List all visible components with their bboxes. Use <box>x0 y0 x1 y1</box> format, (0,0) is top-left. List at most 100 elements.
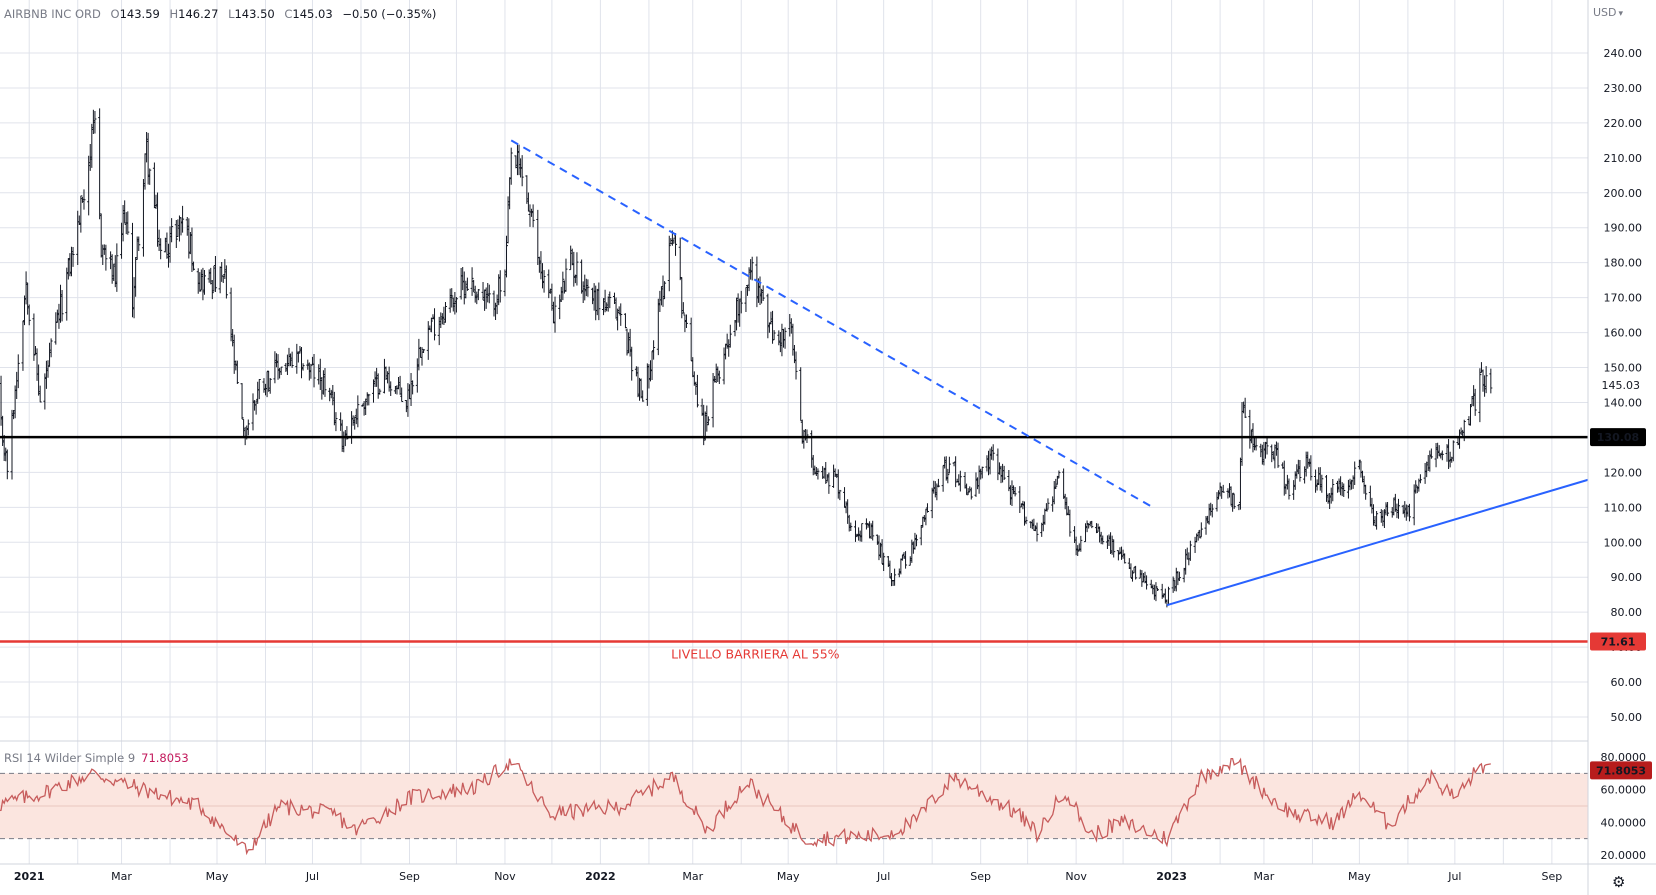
ohlc-bar <box>1024 516 1028 525</box>
rsi-name: RSI 14 Wilder Simple 9 <box>4 751 136 765</box>
ohlc-bar <box>1090 520 1094 529</box>
ohlc-bar <box>849 522 853 531</box>
ohlc-bar <box>498 270 502 303</box>
ohlc-bar <box>1331 478 1335 502</box>
ohlc-bar <box>60 289 64 322</box>
ohlc-bar <box>1342 483 1346 498</box>
price-tick-label: 220.00 <box>1604 117 1643 130</box>
ohlc-bar <box>991 444 995 461</box>
ohlc-bar <box>1154 582 1158 602</box>
ohlc-bar <box>115 243 119 292</box>
close-key: C <box>284 7 293 21</box>
ohlc-bar <box>761 285 765 302</box>
ohlc-bar <box>794 351 798 380</box>
ohlc-bar <box>652 340 656 360</box>
ohlc-bar <box>400 387 404 402</box>
rsi-legend: RSI 14 Wilder Simple 9 71.8053 <box>4 751 189 765</box>
ohlc-bar <box>1478 368 1482 423</box>
ohlc-bar <box>268 377 272 394</box>
ohlc-bar <box>1468 403 1472 426</box>
barrier-price-label: 71.61 <box>1601 635 1636 648</box>
ohlc-bar <box>104 244 108 271</box>
rsi-tick-label: 20.0000 <box>1601 849 1647 862</box>
high-key: H <box>169 7 179 21</box>
ohlc-bar <box>630 346 634 381</box>
ohlc-bar <box>674 233 678 256</box>
support-price-tag <box>1590 428 1646 447</box>
price-tick-label: 200.00 <box>1604 187 1643 200</box>
ohlc-bar <box>947 456 951 474</box>
ohlc-bar <box>641 390 645 402</box>
price-axis[interactable] <box>1588 0 1656 895</box>
ohlc-bar <box>389 381 393 396</box>
open-key: O <box>110 7 120 21</box>
ohlc-bar <box>170 218 174 243</box>
ohlc-bar <box>871 520 875 541</box>
ohlc-bar <box>1057 470 1061 479</box>
ohlc-bar <box>1429 448 1433 459</box>
ohlc-bar <box>16 354 20 389</box>
ohlc-bar <box>860 523 864 542</box>
ohlc-bar <box>1171 576 1175 593</box>
ohlc-bar <box>1254 438 1258 451</box>
ohlc-bar <box>334 412 338 432</box>
price-tick-label: 80.00 <box>1611 606 1643 619</box>
ohlc-bar <box>542 270 546 293</box>
ohlc-bar <box>1451 440 1455 462</box>
ohlc-bar <box>783 327 787 349</box>
ohlc-bar <box>1265 436 1269 455</box>
ohlc-bar <box>365 392 369 406</box>
ohlc-bar <box>1068 509 1072 537</box>
ohlc-bar <box>561 271 565 301</box>
ohlc-bar <box>1375 510 1379 530</box>
ohlc-bar <box>509 147 513 185</box>
ohlc-bar <box>487 284 491 304</box>
ohlc-bar <box>422 349 426 354</box>
ohlc-bar <box>882 552 886 571</box>
ohlc-bar <box>1198 529 1202 539</box>
ohlc-bar <box>1298 460 1302 482</box>
ohlc-bar <box>240 383 244 420</box>
gear-icon[interactable]: ⚙ <box>1612 873 1626 891</box>
ohlc-bar <box>213 255 217 293</box>
ohlc-bar <box>575 252 579 286</box>
time-tick-label: Mar <box>1254 870 1275 883</box>
ohlc-bar <box>1210 504 1214 518</box>
ohlc-bar <box>224 265 228 299</box>
price-tick-label: 240.00 <box>1604 47 1643 60</box>
ohlc-bar <box>1199 522 1203 538</box>
ohlc-bar <box>531 204 535 228</box>
price-tick-label: 120.00 <box>1604 466 1643 479</box>
ohlc-bar <box>1188 540 1192 561</box>
ohlc-bar <box>32 313 36 361</box>
currency-label: USD <box>1593 6 1617 19</box>
currency-selector[interactable]: USD ▾ <box>1593 6 1623 19</box>
ohlc-bar <box>1364 484 1368 500</box>
ohlc-bar <box>958 470 962 492</box>
ohlc-bar <box>586 279 590 297</box>
time-tick-label: Jul <box>305 870 319 883</box>
ohlc-bar <box>969 487 973 500</box>
ohlc-bar <box>936 478 940 488</box>
ohlc-bar <box>429 317 433 333</box>
price-tick-label: 170.00 <box>1604 292 1643 305</box>
ohlc-bar <box>838 489 842 501</box>
ohlc-bar <box>1440 450 1444 461</box>
downtrend-trendline <box>510 139 1154 509</box>
ohlc-bar <box>192 261 196 271</box>
ohlc-bar <box>608 291 612 309</box>
rsi-value: 71.8053 <box>141 751 189 765</box>
ohlc-bar <box>925 503 929 513</box>
price-tick-label: 160.00 <box>1604 327 1643 340</box>
ohlc-bar <box>1353 461 1357 485</box>
ohlc-bar <box>79 195 83 233</box>
ohlc-bar <box>706 416 710 426</box>
change-value: −0.50 (−0.35%) <box>342 7 437 21</box>
ohlc-bar <box>323 368 327 397</box>
ohlc-bar <box>1002 465 1006 481</box>
ohlc-bar <box>27 304 31 326</box>
price-tick-label: 210.00 <box>1604 152 1643 165</box>
rsi-tick-label: 60.0000 <box>1601 784 1647 797</box>
ohlc-bar <box>5 449 9 480</box>
